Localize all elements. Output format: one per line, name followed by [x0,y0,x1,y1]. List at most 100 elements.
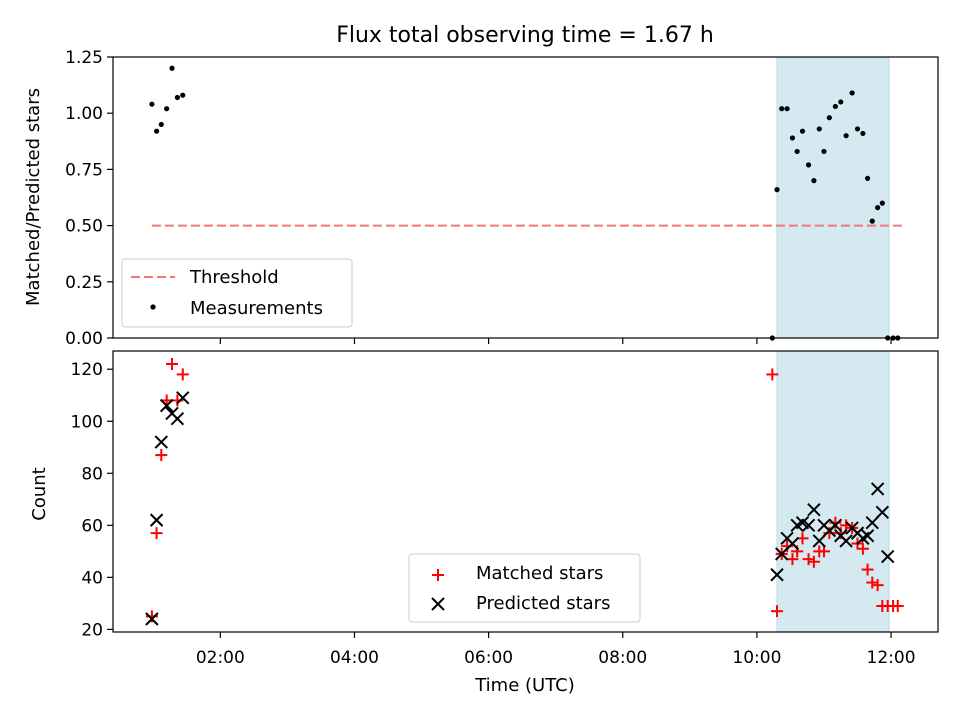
count-legend-box [408,553,641,623]
measurement-point [784,106,790,112]
measurement-point [149,101,155,107]
matched-legend-marker [432,569,444,581]
x-tick-label: 06:00 [464,648,513,668]
y-tick-label: 40 [81,568,103,588]
matched-star-point [817,545,830,558]
ratio-panel: 0.00 0.25 0.50 0.75 1.00 1.25 Matched/Predict… [23,48,939,349]
predicted-star-point [870,482,885,496]
predicted-star-point [170,411,185,426]
measurement-point [864,175,871,181]
predicted-star-point [176,391,190,405]
x-tick-label: 02:00 [196,648,245,668]
predicted-star-point [880,549,895,564]
matched-star-point [771,605,784,618]
measurement-point [153,128,160,134]
predicted-legend-label: Predicted stars [476,593,610,614]
predicted-star-point [875,505,890,520]
matched-star-point [176,368,189,381]
y-tick-label: 20 [81,620,103,640]
predicted-star-point [812,534,826,548]
measurement-point [169,65,175,71]
measurement-point [821,148,827,155]
measurement-point [832,103,838,110]
y-tick-label: 0.50 [65,217,103,237]
measurement-point [860,130,866,137]
ratio-legend-box [121,258,353,328]
y-tick-label: 0.75 [65,160,103,180]
predicted-star-point [775,547,789,561]
predicted-star-point [860,529,875,543]
ratio-x-ticks [219,338,892,344]
predicted-star-point [801,518,816,533]
matched-star-point [861,563,874,576]
count-x-ticks: 02:00 04:00 06:00 08:00 10:00 12:00 [196,632,916,668]
matched-star-point [145,610,158,623]
measurement-point [875,205,881,211]
matched-star-point [866,576,879,589]
ratio-y-axis-label: Matched/Predicted stars [23,88,44,306]
predicted-legend-marker [431,597,445,611]
x-axis-label: Time (UTC) [474,675,575,696]
x-tick-label: 12:00 [867,648,916,668]
matched-legend-label: Matched stars [476,563,603,584]
ratio-legend: Threshold Measurements [121,258,353,328]
measurement-point [816,126,822,132]
ratio-y-ticks: 0.00 0.25 0.50 0.75 1.00 1.25 [65,48,113,349]
count-plot-area [145,350,904,633]
matched-star-point [802,553,815,566]
y-tick-label: 1.00 [65,104,103,124]
observing-span [776,56,890,339]
measurement-point [799,128,806,134]
y-tick-label: 80 [81,464,103,484]
measurement-point [849,90,855,96]
measurement-point [838,99,844,105]
predicted-star-point [770,568,784,582]
measurement-point [843,133,849,139]
measurement-point [779,106,785,112]
observing-span [776,350,890,633]
predicted-star-point [828,518,843,533]
y-tick-label: 120 [71,360,103,380]
threshold-legend-label: Threshold [189,267,279,288]
ratio-plot-area [149,56,903,341]
measurements-legend-marker [150,304,156,310]
measurement-point [854,126,861,132]
predicted-star-point [785,536,800,551]
y-tick-label: 100 [71,412,103,432]
y-tick-label: 60 [81,516,103,536]
ratio-axes-frame [112,56,939,339]
measurement-point [869,218,875,224]
count-y-ticks: 20 40 60 80 100 120 [71,360,113,640]
count-legend: Matched stars Predicted stars [408,553,641,623]
matched-star-point [786,553,799,566]
y-tick-label: 1.25 [65,48,103,68]
matched-star-point [155,449,168,462]
matched-star-point [166,358,179,371]
measurement-point [794,148,800,155]
measurement-point [826,115,832,121]
measurements-legend-label: Measurements [190,298,323,319]
measurement-point [774,187,780,193]
predicted-star-point [145,612,159,626]
count-y-axis-label: Count [29,467,50,520]
predicted-star-point [839,534,853,548]
x-tick-label: 10:00 [732,648,781,668]
predicted-star-point [865,516,879,530]
x-tick-label: 08:00 [598,648,647,668]
measurement-point [164,106,170,112]
matched-star-point [856,542,869,555]
matched-star-point [150,527,163,540]
count-axes-frame [112,350,939,633]
measurement-point [789,135,796,141]
matched-star-point [891,599,904,612]
y-tick-label: 0.00 [65,329,103,349]
measurement-point [811,178,817,184]
count-panel: 20 40 60 80 100 120 02:00 04:00 06:00 08:00 10:00… [29,350,939,696]
measurement-point [805,162,812,168]
chart-title: Flux total observing time = 1.67 h [336,23,714,48]
matched-star-point [871,579,884,592]
predicted-star-point [149,513,164,527]
measurement-point [174,94,180,101]
predicted-star-point [154,435,168,449]
